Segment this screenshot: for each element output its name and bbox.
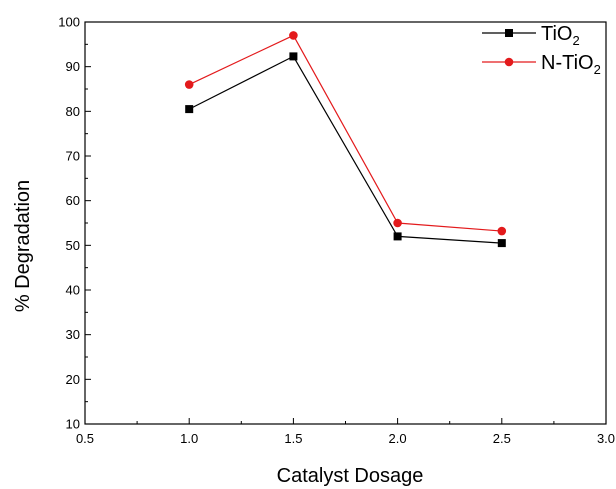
x-axis: 0.5 1.0 1.5 2.0 2.5 3.0 (76, 418, 615, 446)
plot-frame (85, 22, 606, 424)
data-point (394, 232, 402, 240)
y-tick-label: 40 (66, 283, 80, 298)
legend-entry: N-TiO2 (482, 52, 601, 77)
data-point (185, 80, 194, 89)
series-line (189, 35, 502, 231)
x-tick-label: 3.0 (597, 431, 615, 446)
legend-entry: TiO2 (482, 23, 580, 48)
legend-label-subscript: 2 (572, 33, 579, 48)
plot-border (85, 22, 606, 424)
y-tick-label: 30 (66, 327, 80, 342)
y-tick-label: 10 (66, 417, 80, 432)
legend-marker (505, 29, 513, 37)
series-line (189, 56, 502, 243)
legend-marker (505, 58, 514, 67)
series-tio (185, 52, 506, 247)
y-tick-label: 70 (66, 149, 80, 164)
data-point (498, 239, 506, 247)
legend-label: TiO2 (541, 23, 580, 48)
x-tick-label: 2.5 (493, 431, 511, 446)
data-point (498, 227, 507, 236)
y-tick-label: 80 (66, 104, 80, 119)
data-point (185, 105, 193, 113)
x-tick-label: 1.0 (180, 431, 198, 446)
x-tick-label: 0.5 (76, 431, 94, 446)
x-tick-label: 2.0 (389, 431, 407, 446)
series-layer (185, 31, 506, 247)
y-tick-label: 90 (66, 59, 80, 74)
y-tick-label: 100 (58, 15, 80, 30)
y-axis-title: % Degradation (12, 180, 34, 312)
data-point (393, 219, 402, 228)
y-tick-label: 60 (66, 193, 80, 208)
y-tick-label: 50 (66, 238, 80, 253)
series-n-tio (185, 31, 506, 235)
x-tick-label: 1.5 (284, 431, 302, 446)
data-point (289, 52, 297, 60)
legend-label-subscript: 2 (594, 62, 601, 77)
legend: TiO2 N-TiO2 (482, 23, 601, 77)
y-tick-label: 20 (66, 372, 80, 387)
legend-label: N-TiO2 (541, 52, 601, 77)
x-axis-title: Catalyst Dosage (277, 465, 424, 487)
y-axis: 10 20 30 40 50 60 70 80 90 100 (58, 15, 91, 432)
data-point (289, 31, 298, 40)
